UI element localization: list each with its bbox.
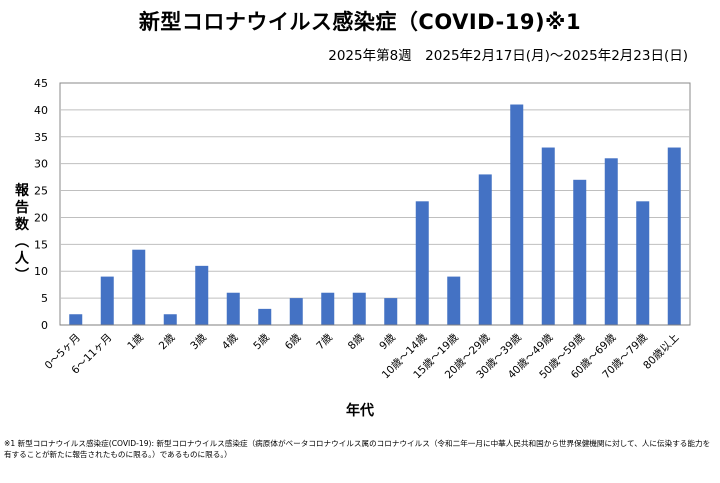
y-tick-label: 30	[34, 158, 48, 171]
y-tick-label: 15	[34, 238, 48, 251]
x-tick-label: 3歳	[188, 331, 209, 352]
plot-area	[59, 82, 691, 326]
y-axis-label-char: 告	[15, 200, 29, 216]
bar	[447, 276, 461, 325]
x-tick-label: 8歳	[346, 331, 367, 352]
y-tick-label: 5	[41, 292, 48, 305]
x-axis-label: 年代	[346, 403, 374, 419]
bar	[415, 201, 429, 325]
y-axis-label: 報 告 数 ︵ 人 ︶	[14, 183, 30, 285]
bar	[667, 147, 681, 325]
y-tick-label: 20	[34, 211, 48, 224]
y-tick-label: 40	[34, 104, 48, 117]
bar	[541, 147, 555, 325]
y-axis-label-char: ︶	[15, 268, 29, 284]
bar	[195, 265, 209, 325]
bar	[163, 314, 177, 325]
bar	[478, 174, 492, 325]
x-tick-label: 6歳	[283, 331, 304, 352]
bar	[226, 292, 240, 325]
y-tick-label: 10	[34, 265, 48, 278]
x-tick-label: 2歳	[157, 331, 178, 352]
y-axis-label-char: 数	[15, 217, 29, 233]
x-tick-label: 9歳	[377, 331, 398, 352]
y-axis-label-char: ︵	[15, 234, 29, 250]
footnote: ※1 新型コロナウイルス感染症(COVID-19): 新型コロナウイルス感染症（…	[4, 439, 711, 459]
x-tick-label: 4歳	[220, 331, 241, 352]
bar	[604, 158, 618, 325]
chart-title: 新型コロナウイルス感染症（COVID-19)※1	[138, 10, 582, 34]
bar	[289, 298, 303, 325]
bar	[573, 179, 587, 325]
bar	[321, 292, 335, 325]
y-tick-label: 35	[34, 131, 48, 144]
y-axis-label-char: 報	[15, 183, 29, 199]
x-tick-label: 1歳	[125, 331, 146, 352]
bar	[352, 292, 366, 325]
y-tick-label: 0	[41, 319, 48, 332]
bar	[510, 104, 524, 325]
bar	[69, 314, 83, 325]
bar	[636, 201, 650, 325]
bar	[258, 308, 272, 325]
y-tick-label: 45	[34, 77, 48, 90]
chart-subtitle: 2025年第8週 2025年2月17日(月)～2025年2月23日(日)	[328, 48, 688, 64]
x-tick-label: 7歳	[314, 331, 335, 352]
bar	[132, 249, 146, 325]
y-axis-label-char: 人	[15, 251, 29, 267]
bar	[100, 276, 114, 325]
x-tick-label: 5歳	[251, 331, 272, 352]
bar	[384, 298, 398, 325]
y-tick-label: 25	[34, 185, 48, 198]
